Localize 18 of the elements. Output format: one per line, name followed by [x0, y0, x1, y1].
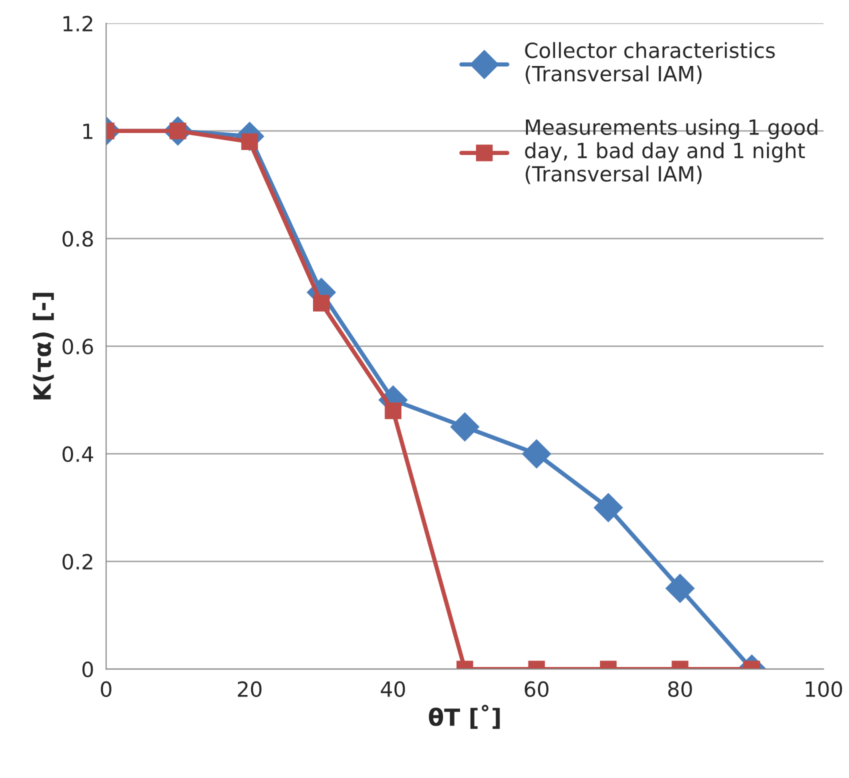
x-tick-label: 40 — [380, 681, 405, 698]
x-tick-label: 20 — [238, 681, 262, 698]
y-tick-label: 0.8 — [62, 231, 93, 247]
x-axis-title: θT [˚] — [428, 704, 500, 729]
x-tick-label: 60 — [524, 681, 548, 698]
y-tick-label: 0.6 — [62, 338, 94, 354]
legend-label: Measurements using 1 good day, 1 bad day and 1 night (Transversal IAM) — [525, 118, 818, 184]
x-tick-label: 80 — [668, 681, 692, 698]
point — [313, 294, 330, 312]
y-tick-label: 0 — [82, 662, 93, 678]
y-tick-label: 0.2 — [62, 554, 92, 570]
legend-label: Collector characteristics (Transversal IAM) — [525, 42, 775, 84]
x-tick-label: 100 — [806, 681, 842, 698]
y-tick-label: 1.2 — [63, 16, 92, 32]
y-tick-label: 1 — [83, 124, 92, 139]
x-tick-label: 0 — [100, 681, 112, 698]
y-tick-label: 0.4 — [62, 446, 94, 462]
y-axis-title: K(τα) [-] — [32, 292, 54, 400]
